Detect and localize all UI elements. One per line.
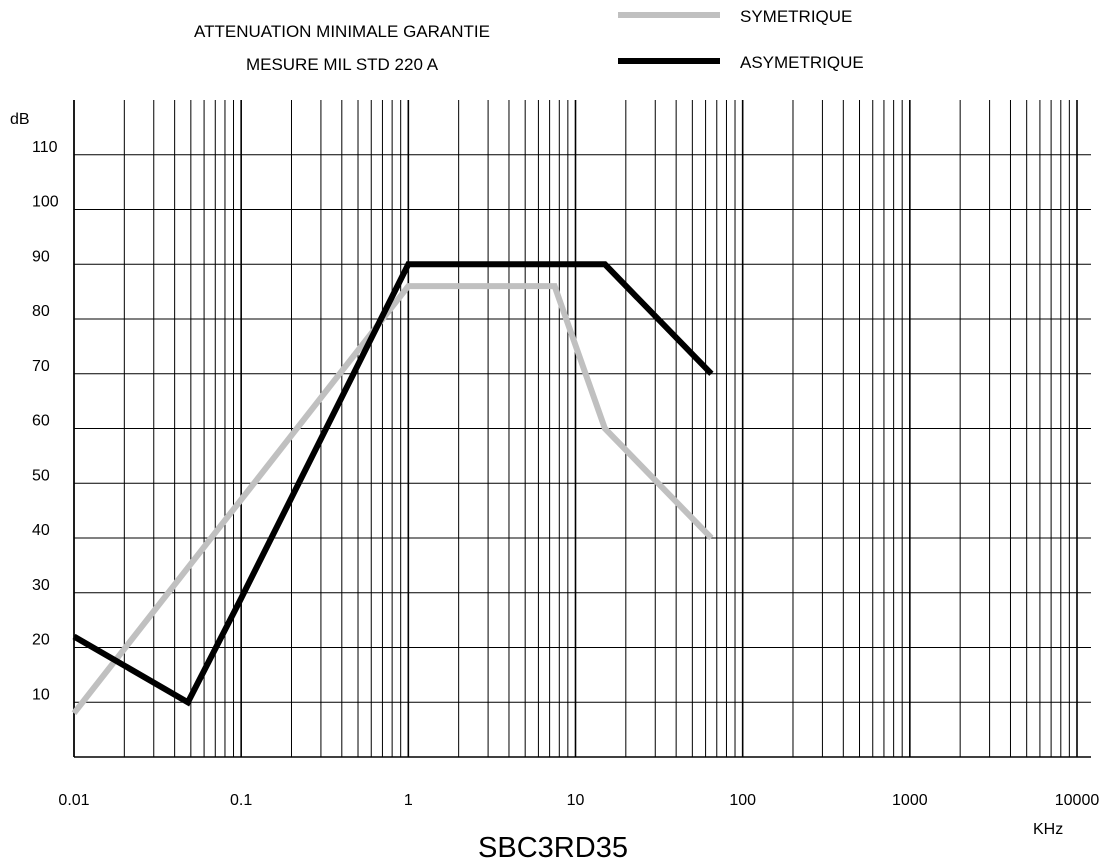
chart-caption: SBC3RD35	[478, 832, 628, 862]
series-line-symetrique	[71, 283, 714, 716]
chart-title-line-2: MESURE MIL STD 220 A	[246, 55, 439, 74]
series-layer	[71, 261, 714, 716]
y-tick-label: 110	[32, 139, 58, 156]
y-axis-label: dB	[10, 111, 30, 128]
x-tick-label: 1	[404, 792, 413, 809]
x-tick-label: 1000	[892, 792, 928, 809]
x-tick-labels: 0.01 0.1 1 10 100 1000 10000	[58, 792, 1099, 809]
legend-label-symetrique: SYMETRIQUE	[740, 7, 852, 26]
y-tick-label: 80	[32, 303, 50, 320]
x-tick-label: 0.1	[230, 792, 252, 809]
y-tick-label: 100	[32, 194, 59, 211]
major-grid	[73, 100, 1091, 757]
x-tick-label: 10000	[1055, 792, 1100, 809]
y-tick-labels: 10 20 30 40 50 60 70 80 90 100 110	[32, 139, 59, 704]
x-tick-label: 100	[729, 792, 756, 809]
legend: SYMETRIQUE ASYMETRIQUE	[618, 7, 864, 72]
chart-title-line-1: ATTENUATION MINIMALE GARANTIE	[194, 22, 490, 41]
y-tick-label: 90	[32, 248, 50, 265]
y-tick-label: 40	[32, 522, 50, 539]
x-axis-label: KHz	[1033, 821, 1063, 838]
plot-frame	[73, 100, 1091, 758]
y-tick-label: 60	[32, 413, 50, 430]
x-tick-label: 10	[567, 792, 585, 809]
y-tick-label: 70	[32, 358, 50, 375]
x-tick-label: 0.01	[58, 792, 89, 809]
series-line-asymetrique	[72, 261, 714, 707]
y-tick-label: 30	[32, 577, 50, 594]
y-tick-label: 10	[32, 686, 50, 703]
legend-label-asymetrique: ASYMETRIQUE	[740, 53, 864, 72]
y-tick-label: 50	[32, 467, 50, 484]
y-tick-label: 20	[32, 632, 50, 649]
